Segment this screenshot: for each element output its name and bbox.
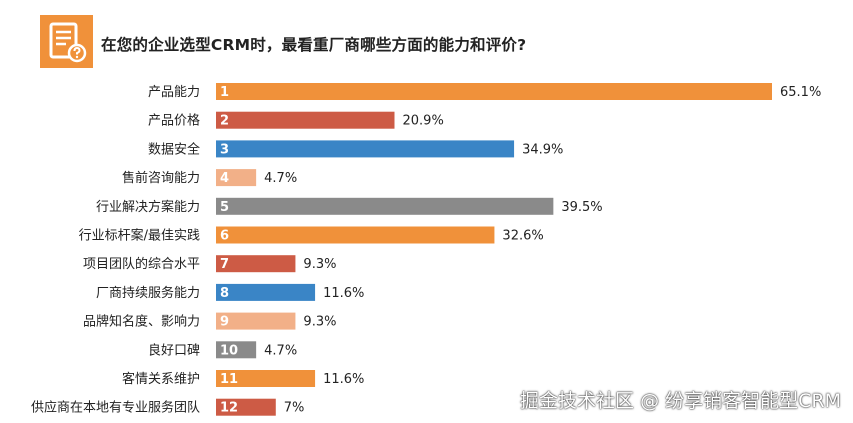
- value-label: 32.6%: [502, 229, 543, 244]
- bar: [216, 169, 257, 187]
- rank-label: 4: [220, 171, 229, 186]
- bar: [216, 140, 515, 158]
- value-label: 11.6%: [323, 286, 364, 301]
- category-label: 品牌知名度、影响力: [83, 314, 200, 330]
- document-icon: [40, 15, 93, 68]
- rank-label: 1: [220, 85, 229, 100]
- category-label: 产品价格: [148, 113, 200, 129]
- rank-label: 5: [220, 200, 229, 215]
- bar: [216, 370, 316, 387]
- page-title: 在您的企业选型CRM时，最看重厂商哪些方面的能力和评价?: [101, 36, 527, 54]
- watermark: 掘金技术社区 @ 纷享销客智能型CRM: [520, 390, 841, 412]
- bar: [216, 341, 257, 359]
- bar: [216, 283, 316, 301]
- category-label: 供应商在本地有专业服务团队: [31, 400, 200, 416]
- category-label: 厂商持续服务能力: [96, 285, 200, 301]
- category-label: 售前咨询能力: [122, 170, 200, 186]
- value-label: 11.6%: [323, 372, 364, 387]
- category-label: 行业标杆案/最佳实践: [79, 229, 200, 244]
- bar: [216, 197, 554, 215]
- value-label: 4.7%: [264, 171, 297, 186]
- rank-label: 9: [220, 315, 229, 330]
- value-label: 9.3%: [303, 315, 336, 330]
- bar: [216, 226, 495, 244]
- bar: [216, 398, 276, 416]
- value-label: 39.5%: [561, 200, 602, 215]
- rank-label: 10: [220, 343, 238, 358]
- category-label: 数据安全: [148, 141, 200, 157]
- value-label: 34.9%: [522, 142, 563, 157]
- rank-label: 8: [220, 286, 229, 301]
- rank-label: 3: [220, 142, 229, 157]
- rank-label: 6: [220, 229, 229, 244]
- category-label: 良好口碑: [148, 342, 200, 358]
- value-label: 65.1%: [780, 85, 821, 100]
- rank-label: 2: [220, 114, 229, 129]
- value-label: 20.9%: [403, 114, 444, 129]
- category-label: 项目团队的综合水平: [83, 256, 200, 272]
- category-label: 客情关系维护: [122, 371, 200, 387]
- rank-label: 12: [220, 401, 238, 416]
- category-label: 行业解决方案能力: [96, 199, 200, 215]
- value-label: 4.7%: [264, 343, 297, 358]
- bar: [216, 312, 296, 330]
- bar: [216, 111, 395, 129]
- category-label: 产品能力: [148, 85, 200, 100]
- bar: [216, 83, 772, 100]
- rank-label: 11: [220, 372, 238, 387]
- value-label: 7%: [284, 401, 305, 416]
- value-label: 9.3%: [303, 257, 336, 272]
- bar: [216, 255, 296, 273]
- rank-label: 7: [220, 257, 229, 272]
